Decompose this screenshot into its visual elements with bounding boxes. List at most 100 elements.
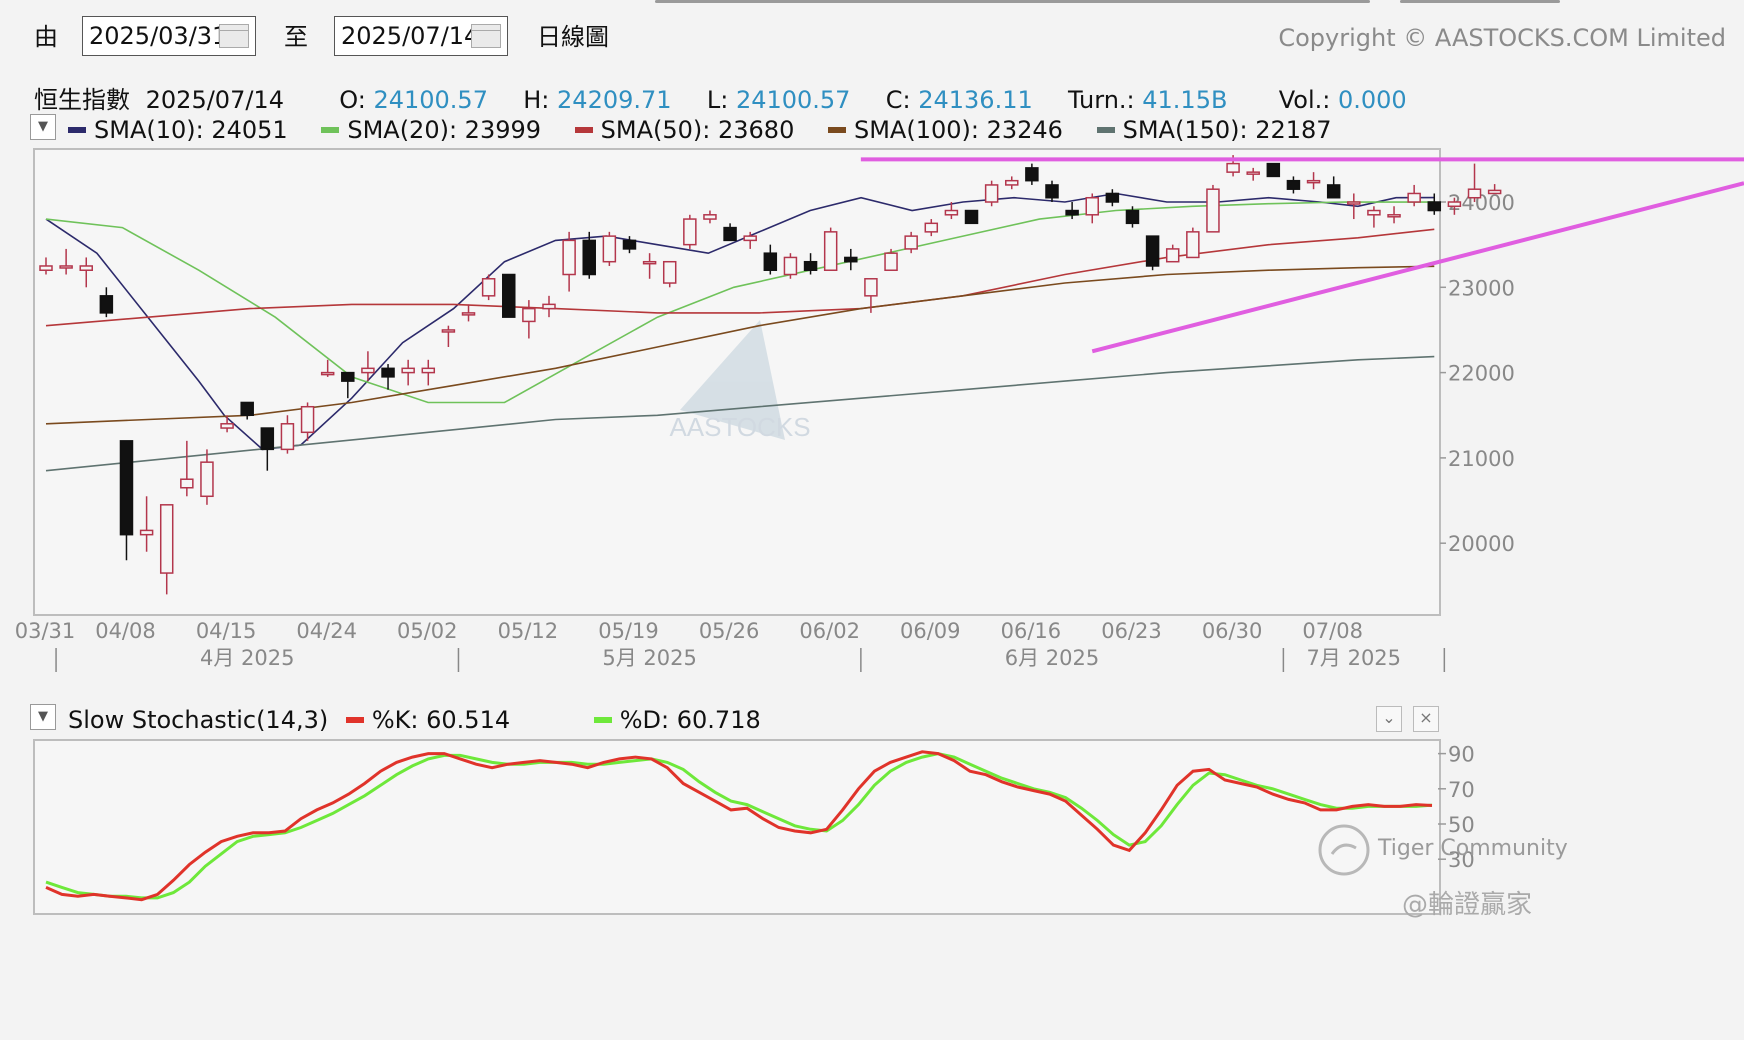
from-date-field[interactable]: 2025/03/31 (82, 16, 256, 56)
candle (39, 257, 53, 275)
collapse-panel-button[interactable]: ⌄ (1376, 706, 1402, 732)
candle (1286, 176, 1301, 194)
from-label: 由 (34, 23, 58, 51)
x-tick-label: 07/08 (1302, 619, 1363, 643)
calendar-icon[interactable] (219, 24, 249, 48)
open-value: 24100.57 (373, 86, 488, 114)
candle-body-up (300, 405, 315, 434)
low-label: L: (706, 86, 729, 114)
d-swatch (593, 716, 612, 723)
candle-body-up (1367, 209, 1381, 216)
candle-body-up (1467, 188, 1482, 199)
candle (924, 219, 939, 237)
tiger-community-watermark (1316, 824, 1372, 876)
watermark-text: AASTOCKS (669, 412, 810, 442)
stoch-plot-area (33, 739, 1441, 915)
stoch-y-tick-label: 70 (1448, 778, 1475, 802)
candle-body-up (39, 265, 53, 271)
calendar-icon[interactable] (471, 24, 501, 48)
x-tick-label: 05/19 (598, 619, 659, 643)
sma-legend-item: SMA(150): 22187 (1096, 116, 1332, 144)
candle-body-up (180, 478, 194, 489)
candle-body-down (1025, 167, 1039, 182)
stoch-y-tick-label: 90 (1448, 743, 1475, 767)
candle-body-up (1226, 162, 1240, 173)
candle-body-up (361, 367, 375, 374)
candle-body-down (1105, 192, 1120, 203)
candle-body-down (1266, 162, 1281, 178)
candle (79, 257, 93, 288)
sma-legend-item: SMA(10): 24051 (68, 116, 288, 144)
y-tick-label: 21000 (1448, 447, 1515, 471)
sma-line-sma150 (45, 355, 1435, 472)
candle (884, 248, 898, 271)
watermark-logo-shape (680, 320, 785, 440)
candle (1025, 163, 1039, 185)
x-tick-label: 06/09 (900, 619, 961, 643)
close-label: C: (885, 86, 911, 114)
candle-body-up (401, 367, 415, 374)
quote-date: 2025/07/14 (145, 86, 284, 114)
candle (159, 504, 174, 595)
candle-body-down (582, 239, 596, 276)
candle (280, 415, 295, 454)
x-tick-label: 05/12 (498, 619, 559, 643)
candle (502, 273, 516, 318)
sma-legend: SMA(10): 24051 SMA(20): 23999 SMA(50): 2… (68, 116, 1358, 144)
trend-line (1091, 181, 1744, 354)
close-panel-button[interactable]: × (1413, 706, 1439, 732)
candle-body-up (421, 367, 436, 374)
chart-type-label[interactable]: 日線圖 (537, 23, 609, 51)
candle (139, 496, 154, 552)
tiger-logo-icon (1318, 824, 1370, 876)
candle-body-up (1085, 196, 1099, 216)
stochastic-dropdown-button[interactable]: ▼ (30, 704, 56, 730)
candle (1125, 206, 1140, 228)
candle (361, 351, 375, 382)
sma10-swatch (68, 126, 86, 133)
candle-body-up (280, 423, 295, 451)
indicator-dropdown-button[interactable]: ▼ (30, 114, 56, 140)
d-value: %D: 60.718 (619, 706, 761, 734)
to-date-field[interactable]: 2025/07/14 (334, 16, 508, 56)
candle-body-up (1387, 214, 1401, 218)
candle-body-up (924, 222, 939, 233)
candle-body-up (703, 214, 717, 220)
x-tick-label: 06/16 (1001, 619, 1062, 643)
month-label: 5月 2025 (602, 646, 696, 670)
candle-body-down (844, 256, 858, 263)
candle-body-down (1065, 209, 1079, 216)
k-swatch (345, 716, 364, 723)
y-tick-label: 22000 (1448, 362, 1515, 386)
candle-body-up (984, 184, 999, 203)
open-label: O: (339, 86, 366, 114)
candle-body-up (1186, 231, 1200, 259)
candle (1427, 193, 1442, 215)
candle (683, 214, 697, 249)
candle (783, 253, 798, 279)
candle (944, 202, 959, 220)
candle (1145, 235, 1160, 271)
top-tab-edge-2 (1400, 0, 1560, 3)
candle (300, 402, 315, 441)
x-tick-label: 06/23 (1101, 619, 1162, 643)
candle (1005, 176, 1019, 190)
candle (1045, 180, 1059, 202)
candle-body-up (1165, 248, 1180, 263)
candle (1387, 206, 1401, 224)
volume-label: Vol.: (1278, 86, 1331, 114)
high-label: H: (523, 86, 550, 114)
candle-body-up (59, 265, 73, 269)
stochastic-chart[interactable]: 30 50 70 90 (0, 730, 1744, 930)
candle (1085, 193, 1099, 224)
x-tick-label: 05/02 (397, 619, 458, 643)
candle-body-down (622, 239, 637, 250)
turnover-value: 41.15B (1142, 86, 1228, 114)
candle-body-down (260, 427, 275, 451)
aastocks-watermark: AASTOCKS (669, 320, 811, 442)
x-tick-label: 06/02 (799, 619, 860, 643)
candle (99, 287, 114, 318)
candle (180, 440, 194, 497)
candle-body-up (662, 260, 677, 284)
